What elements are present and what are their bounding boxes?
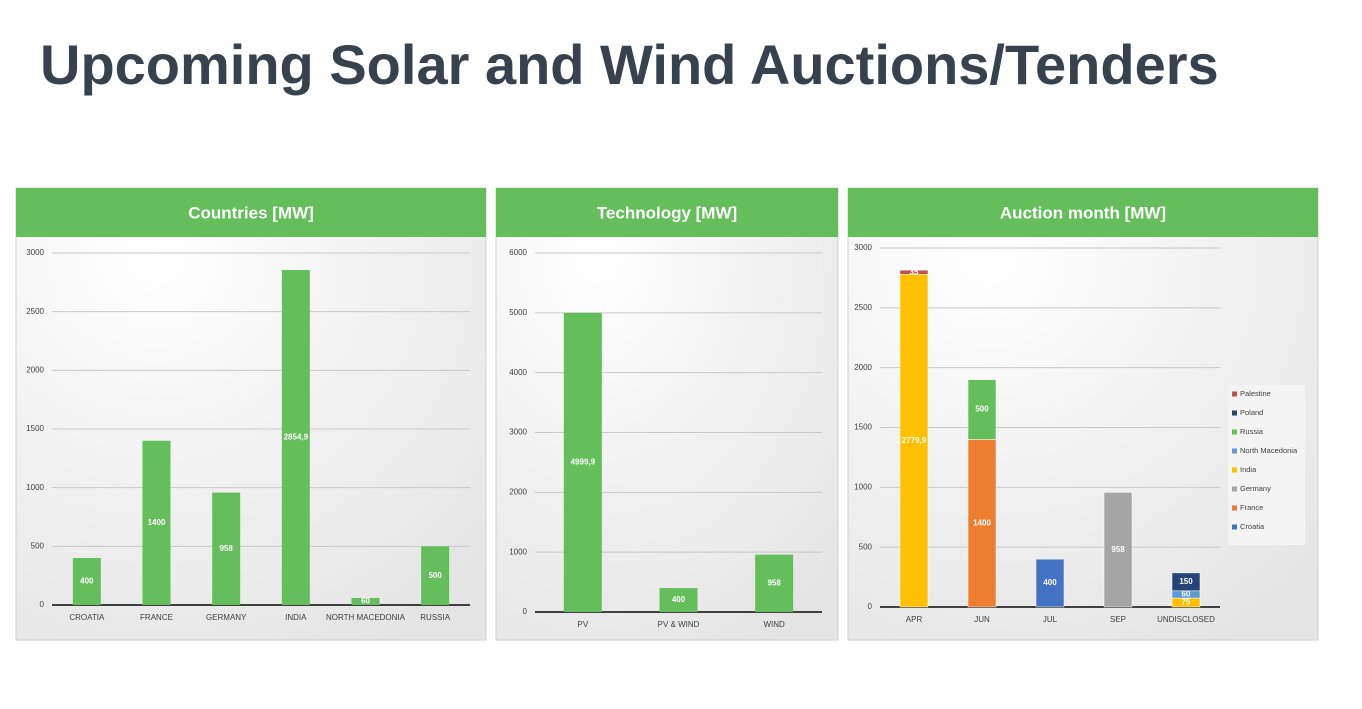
legend-label: India: [1240, 465, 1257, 474]
y-tick-label: 1500: [26, 424, 44, 433]
x-tick-label: PV: [577, 620, 588, 629]
bar: [142, 440, 171, 605]
value-label: 958: [1111, 545, 1125, 554]
chart-title: Countries [MW]: [188, 203, 314, 222]
x-tick-label: NORTH MACEDONIA: [326, 613, 406, 622]
legend-swatch: [1232, 505, 1237, 511]
panel-header: [848, 188, 1318, 237]
value-label: 60: [361, 597, 370, 606]
chart-title: Auction month [MW]: [1000, 203, 1166, 222]
x-tick-label: CROATIA: [69, 613, 105, 622]
panel-header: [496, 188, 838, 237]
chart-title: Technology [MW]: [597, 203, 737, 222]
y-tick-label: 500: [859, 542, 873, 551]
value-label: 1400: [148, 518, 166, 527]
y-tick-label: 3000: [509, 428, 527, 437]
legend-box: [1228, 385, 1305, 545]
y-tick-label: 1500: [854, 423, 872, 432]
x-tick-label: FRANCE: [140, 613, 173, 622]
value-label: 2779,9: [902, 436, 927, 445]
y-tick-label: 3000: [854, 243, 872, 252]
y-tick-label: 2500: [26, 307, 44, 316]
y-tick-label: 500: [31, 541, 45, 550]
legend-label: North Macedonia: [1240, 446, 1298, 455]
x-tick-label: APR: [906, 615, 923, 624]
y-tick-label: 1000: [854, 482, 872, 491]
legend-label: France: [1240, 503, 1263, 512]
bar-segment: [1103, 492, 1133, 608]
legend-label: Palestine: [1240, 389, 1271, 398]
value-label: 150: [1179, 577, 1193, 586]
legend-label: Russia: [1240, 427, 1264, 436]
value-label: 958: [767, 578, 781, 587]
bar-segment: [1035, 558, 1065, 608]
value-label: 4999,9: [571, 458, 596, 467]
y-tick-label: 2000: [509, 487, 527, 496]
bar: [563, 312, 602, 612]
bar-segment: [1171, 572, 1201, 592]
legend-swatch: [1232, 524, 1237, 530]
value-label: 35: [910, 267, 919, 276]
legend-swatch: [1232, 467, 1237, 473]
value-label: 1400: [973, 518, 991, 527]
value-label: 500: [428, 571, 442, 580]
legend-label: Croatia: [1240, 522, 1265, 531]
value-label: 400: [80, 577, 94, 586]
x-tick-label: RUSSIA: [420, 613, 450, 622]
value-label: 400: [672, 595, 686, 604]
bar: [421, 546, 450, 605]
y-tick-label: 6000: [509, 248, 527, 257]
bar-segment: [967, 379, 997, 440]
panel-header: [16, 188, 486, 237]
y-tick-label: 2000: [26, 365, 44, 374]
value-label: 60: [1182, 590, 1191, 599]
x-tick-label: INDIA: [285, 613, 307, 622]
y-tick-label: 0: [868, 602, 873, 611]
legend-swatch: [1232, 486, 1237, 492]
y-tick-label: 5000: [509, 308, 527, 317]
slide-title: Upcoming Solar and Wind Auctions/Tenders: [40, 33, 1219, 96]
legend-label: Poland: [1240, 408, 1263, 417]
y-tick-label: 1000: [509, 547, 527, 556]
y-tick-label: 2000: [854, 363, 872, 372]
y-tick-label: 0: [523, 607, 528, 616]
y-tick-label: 0: [40, 600, 45, 609]
x-tick-label: UNDISCLOSED: [1157, 615, 1215, 624]
legend-swatch: [1232, 391, 1237, 397]
y-tick-label: 4000: [509, 368, 527, 377]
y-tick-label: 1000: [26, 483, 44, 492]
x-tick-label: PV & WIND: [658, 620, 700, 629]
value-label: 2854,9: [284, 433, 309, 442]
bar-segment: [899, 274, 929, 608]
legend-swatch: [1232, 429, 1237, 435]
bar-segment: [967, 439, 997, 608]
bar: [212, 492, 241, 605]
bar-segment: [899, 269, 929, 275]
legend-label: Germany: [1240, 484, 1271, 493]
x-tick-label: JUN: [974, 615, 990, 624]
x-tick-label: SEP: [1110, 615, 1126, 624]
y-tick-label: 2500: [854, 303, 872, 312]
bar: [351, 597, 380, 605]
x-tick-label: GERMANY: [206, 613, 247, 622]
value-label: 75: [1182, 598, 1191, 607]
bar: [755, 554, 794, 612]
value-label: 500: [975, 405, 989, 414]
bar: [281, 270, 310, 605]
legend-swatch: [1232, 410, 1237, 416]
bar: [659, 588, 698, 612]
bar: [72, 558, 101, 605]
value-label: 958: [219, 544, 233, 553]
legend-swatch: [1232, 448, 1237, 454]
x-tick-label: JUL: [1043, 615, 1058, 624]
value-label: 400: [1043, 578, 1057, 587]
x-tick-label: WIND: [764, 620, 786, 629]
y-tick-label: 3000: [26, 248, 44, 257]
